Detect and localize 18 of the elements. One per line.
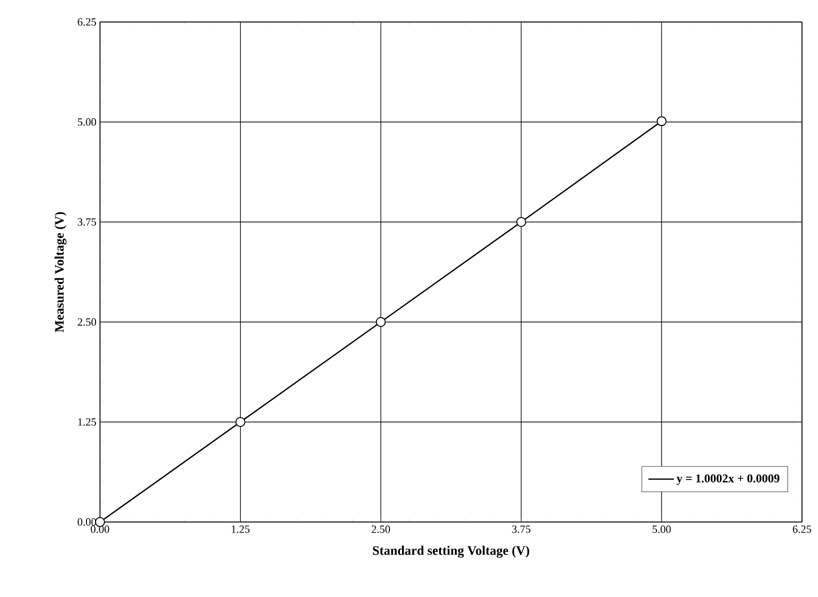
- legend-label: y = 1.0002x + 0.0009: [676, 474, 780, 485]
- x-tick-label: 2.50: [372, 526, 390, 533]
- x-tick-label: 6.25: [792, 526, 812, 533]
- y-tick-label: 5.00: [78, 118, 96, 126]
- x-tick-label: 1.25: [232, 526, 250, 533]
- point: [235, 417, 246, 427]
- y-tick-label: 6.25: [78, 18, 96, 26]
- y-tick-label: 3.75: [78, 218, 96, 226]
- point: [516, 217, 526, 227]
- x-tick-label: 3.75: [512, 526, 530, 533]
- x-tick-label: 0.00: [90, 526, 110, 533]
- y-tick-label: 2.50: [78, 318, 96, 326]
- y-axis-title: Measured Voltage (V): [54, 212, 66, 332]
- point: [376, 317, 386, 327]
- x-axis-title: Standard setting Voltage (V): [372, 546, 530, 558]
- x-tick-label: 5.00: [652, 526, 671, 533]
- point: [656, 116, 667, 126]
- y-tick-label: 1.25: [78, 418, 96, 426]
